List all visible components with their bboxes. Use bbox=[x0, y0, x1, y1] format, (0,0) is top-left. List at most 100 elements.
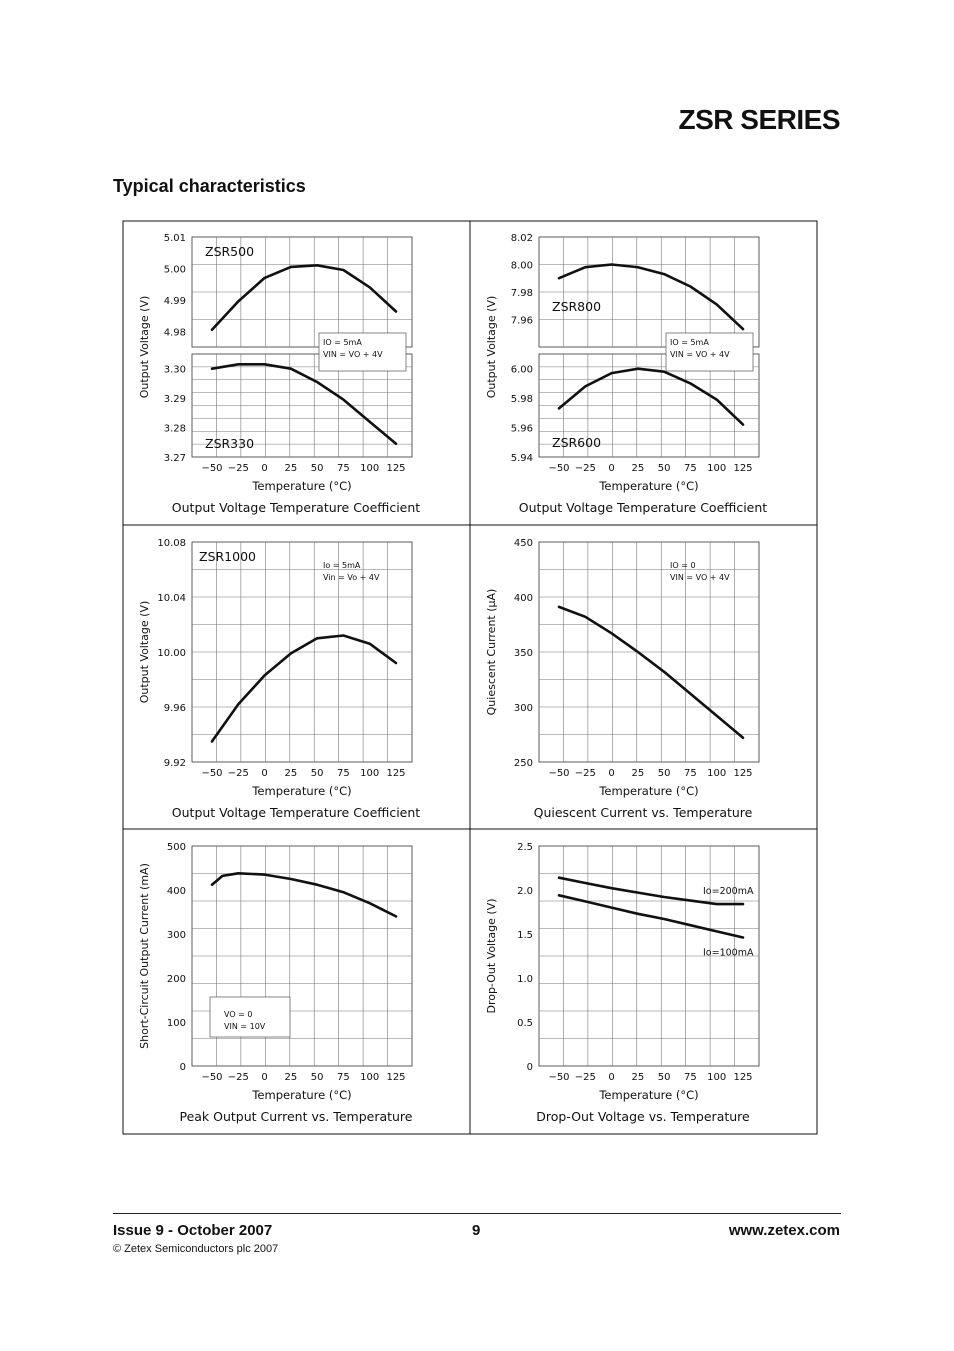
y-tick-label: 6.00 bbox=[511, 365, 533, 376]
y-tick-label: 3.30 bbox=[164, 365, 186, 376]
x-tick-label: −50 bbox=[201, 768, 222, 779]
series-line bbox=[557, 263, 745, 331]
section-title: Typical characteristics bbox=[113, 176, 306, 196]
y-tick-label: 0 bbox=[180, 1062, 186, 1073]
x-tick-label: 125 bbox=[386, 1072, 405, 1083]
y-tick-label: 7.98 bbox=[511, 288, 533, 299]
chart-3: 10.08 10.04 10.00 9.96 9.92 ZSR1000 −50 −25 0 25 5… bbox=[138, 538, 420, 820]
series-line bbox=[557, 367, 745, 426]
conditions-box bbox=[665, 332, 754, 372]
y-tick-label: 9.92 bbox=[164, 758, 186, 769]
x-tick-label: 75 bbox=[337, 463, 350, 474]
x-tick-label: 75 bbox=[684, 1072, 697, 1083]
y-tick-label: 5.94 bbox=[511, 453, 533, 464]
y-tick-label: 4.98 bbox=[164, 327, 186, 338]
condition-label: VIN = VO + 4V bbox=[670, 573, 730, 582]
x-tick-label: 125 bbox=[733, 1072, 752, 1083]
conditions-box bbox=[318, 332, 407, 372]
x-tick-label: 0 bbox=[261, 463, 267, 474]
y-tick-label: 3.28 bbox=[164, 424, 186, 435]
y-tick-label: 4.99 bbox=[164, 296, 186, 307]
x-tick-label: 25 bbox=[631, 463, 644, 474]
series-line bbox=[210, 263, 398, 332]
y-tick-label: 9.96 bbox=[164, 703, 186, 714]
x-tick-label: −50 bbox=[201, 463, 222, 474]
chart-caption: Output Voltage Temperature Coefficient bbox=[172, 500, 421, 515]
series-label: Io=100mA bbox=[703, 948, 754, 959]
chart-2: 8.02 8.00 7.98 7.96 ZSR800 6.00 5.98 5.96 5.94 ZS… bbox=[485, 233, 767, 515]
y-tick-label: 8.02 bbox=[511, 233, 533, 244]
y-axis-label: Drop-Out Voltage (V) bbox=[485, 898, 498, 1013]
x-axis-label: Temperature (°C) bbox=[598, 784, 698, 798]
y-tick-label: 10.04 bbox=[157, 593, 186, 604]
chart-caption: Peak Output Current vs. Temperature bbox=[179, 1109, 412, 1124]
x-tick-label: 50 bbox=[658, 1072, 671, 1083]
y-axis-label: Output Voltage (V) bbox=[138, 601, 151, 704]
x-tick-label: −50 bbox=[548, 1072, 569, 1083]
condition-label: IO = 0 bbox=[670, 561, 696, 570]
y-axis-label: Quiescent Current (µA) bbox=[485, 589, 498, 716]
x-tick-label: 50 bbox=[658, 768, 671, 779]
x-tick-label: −25 bbox=[228, 463, 249, 474]
x-tick-label: −50 bbox=[548, 768, 569, 779]
series-label: ZSR800 bbox=[552, 299, 601, 314]
x-tick-label: 25 bbox=[631, 1072, 644, 1083]
chart-5: 500 400 300 200 100 0 −50 −25 0 25 50 75 100 125 Tempe… bbox=[138, 842, 413, 1124]
y-axis-label: Output Voltage (V) bbox=[138, 296, 151, 399]
series-label: ZSR330 bbox=[205, 436, 254, 451]
x-tick-label: −50 bbox=[548, 463, 569, 474]
series-label: ZSR500 bbox=[205, 244, 254, 259]
condition-label: VIN = VO + 4V bbox=[323, 350, 383, 359]
condition-label: IO = 5mA bbox=[323, 338, 362, 347]
x-tick-label: 50 bbox=[311, 1072, 324, 1083]
y-tick-label: 350 bbox=[514, 648, 533, 659]
y-axis-label: Output Voltage (V) bbox=[485, 296, 498, 399]
y-tick-label: 450 bbox=[514, 538, 533, 549]
x-tick-label: 0 bbox=[261, 768, 267, 779]
y-tick-label: 400 bbox=[514, 593, 533, 604]
y-tick-label: 10.00 bbox=[157, 648, 186, 659]
x-tick-label: 125 bbox=[733, 463, 752, 474]
y-tick-label: 2.0 bbox=[517, 886, 533, 897]
chart-caption: Output Voltage Temperature Coefficient bbox=[519, 500, 768, 515]
footer-issue: Issue 9 - October 2007 bbox=[113, 1222, 273, 1239]
series-line bbox=[210, 634, 398, 743]
condition-label: VIN = 10V bbox=[224, 1022, 266, 1031]
x-tick-label: 75 bbox=[337, 768, 350, 779]
x-tick-label: 0 bbox=[608, 1072, 614, 1083]
y-tick-label: 100 bbox=[167, 1018, 186, 1029]
x-tick-label: 125 bbox=[386, 768, 405, 779]
y-tick-label: 10.08 bbox=[157, 538, 186, 549]
x-tick-label: 75 bbox=[684, 768, 697, 779]
x-tick-label: −25 bbox=[228, 1072, 249, 1083]
x-tick-label: 100 bbox=[360, 1072, 379, 1083]
series-label: ZSR1000 bbox=[199, 549, 256, 564]
y-tick-label: 3.29 bbox=[164, 394, 186, 405]
x-axis-label: Temperature (°C) bbox=[251, 1088, 351, 1102]
condition-label: VIN = VO + 4V bbox=[670, 350, 730, 359]
x-tick-label: 50 bbox=[658, 463, 671, 474]
x-tick-label: 50 bbox=[311, 768, 324, 779]
x-tick-label: −25 bbox=[228, 768, 249, 779]
chart-1: 5.01 5.00 4.99 4.98 ZSR500 3.30 3.29 3.28 3.27 ZS… bbox=[138, 233, 420, 515]
chart-caption: Drop-Out Voltage vs. Temperature bbox=[536, 1109, 750, 1124]
y-tick-label: 2.5 bbox=[517, 842, 533, 853]
x-tick-label: 25 bbox=[284, 463, 297, 474]
y-tick-label: 7.96 bbox=[511, 316, 533, 327]
x-axis-label: Temperature (°C) bbox=[251, 784, 351, 798]
x-tick-label: 100 bbox=[707, 1072, 726, 1083]
footer-copyright: © Zetex Semiconductors plc 2007 bbox=[113, 1243, 279, 1255]
y-tick-label: 500 bbox=[167, 842, 186, 853]
x-axis-label: Temperature (°C) bbox=[251, 479, 351, 493]
x-tick-label: 100 bbox=[360, 463, 379, 474]
y-tick-label: 8.00 bbox=[511, 261, 533, 272]
x-tick-label: 50 bbox=[311, 463, 324, 474]
footer-url[interactable]: www.zetex.com bbox=[728, 1222, 840, 1239]
condition-label: VO = 0 bbox=[224, 1010, 253, 1019]
chart-caption: Quiescent Current vs. Temperature bbox=[534, 805, 753, 820]
series-line bbox=[557, 876, 745, 906]
condition-label: Vin = Vo + 4V bbox=[323, 573, 380, 582]
y-tick-label: 200 bbox=[167, 974, 186, 985]
y-tick-label: 400 bbox=[167, 886, 186, 897]
